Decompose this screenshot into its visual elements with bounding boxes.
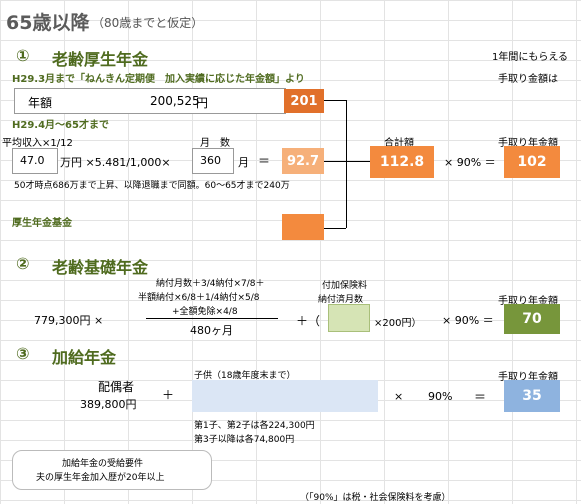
takehome-label-s3: 手取り年金額 xyxy=(498,372,558,383)
addl-input-box[interactable] xyxy=(328,304,370,332)
period2-label: H29.4月～65才まで xyxy=(12,120,109,131)
section1-right-header-1: 1年間にもらえる xyxy=(492,52,569,63)
requirement-line-2: 夫の厚生年金加入歴が20年以上 xyxy=(36,473,165,483)
months-label: 月 数 xyxy=(200,138,230,149)
section1-footnote: 50才時点686万まで上昇、以降退職まで同額。60～65才まで240万 xyxy=(14,181,290,191)
fund-label: 厚生年金基金 xyxy=(12,218,72,229)
bracket-line-top xyxy=(324,100,346,101)
months-unit: 月 xyxy=(238,156,249,169)
times-90-s1: × 90% ＝ xyxy=(444,156,496,169)
percent: 90% xyxy=(428,390,453,403)
section1-right-header-2: 手取り金額は xyxy=(498,74,558,85)
section1-number: ① xyxy=(16,46,30,65)
page-title-note: （80歳までと仮定） xyxy=(92,16,204,30)
section1-note: H29.3月まで「ねんきん定期便 加入実績に応じた年金額」より xyxy=(12,74,305,85)
fraction-bar xyxy=(146,318,278,319)
formula-text: 万円 ×5.481/1,000× xyxy=(60,156,171,169)
avg-income-label: 平均収入×1/12 xyxy=(2,138,73,149)
times-200: ×200円） xyxy=(374,318,422,329)
plus-paren: ＋（ xyxy=(296,314,321,328)
section2-number: ② xyxy=(16,254,30,273)
child-label: 子供（18歳年度末まで） xyxy=(194,371,296,381)
annual-label-text: 年額 xyxy=(28,96,53,110)
annual-row xyxy=(14,88,286,114)
equals-s3: ＝ xyxy=(474,390,487,404)
requirement-line-1: 加給年金の受給要件 xyxy=(62,459,144,469)
section3-number: ③ xyxy=(16,344,30,363)
requirement-box xyxy=(12,450,212,490)
spouse-label: 配偶者 xyxy=(98,380,135,394)
annual-box: 201 xyxy=(284,89,324,113)
bracket-line-vertical xyxy=(346,100,347,228)
income-value: 47.0 xyxy=(20,154,45,167)
months-value: 360 xyxy=(200,154,221,167)
times-90-s2: × 90% ＝ xyxy=(442,314,494,327)
annual-unit: 円 xyxy=(196,96,209,110)
times-sign: × xyxy=(394,390,404,403)
plus-sign: ＋ xyxy=(162,388,175,402)
formula-line-1: 納付月数＋3/4納付×7/8＋ xyxy=(156,279,265,289)
income-input-box[interactable] xyxy=(12,148,58,174)
months-input-box[interactable] xyxy=(192,148,234,174)
annual-value: 200,525 xyxy=(150,94,200,108)
formula-line-3: +全額免除×4/8 xyxy=(172,307,238,317)
addl-label-2: 納付済月数 xyxy=(318,295,364,305)
section1-title: 老齢厚生年金 xyxy=(52,50,149,69)
equals-sign: ＝ xyxy=(258,154,271,168)
section3-title: 加給年金 xyxy=(52,348,117,367)
bracket-line-mid xyxy=(324,161,370,162)
takehome-label-s2: 手取り年金額 xyxy=(498,296,558,307)
page-title: 65歳以降 xyxy=(6,12,90,34)
spouse-amount: 389,800円 xyxy=(80,398,137,411)
takehome-box-s1: 102 xyxy=(504,146,560,178)
takehome-label-s1: 手取り年金額 xyxy=(498,138,558,149)
result-box: 92.7 xyxy=(282,148,324,174)
bracket-line-bottom xyxy=(324,228,346,229)
total-label: 合計額 xyxy=(384,138,414,149)
addl-label-1: 付加保険料 xyxy=(322,281,368,291)
formula-line-2: 半額納付×6/8＋1/4納付×5/8 xyxy=(138,293,260,303)
child-note-1: 第1子、第2子は各224,300円 xyxy=(194,421,315,431)
footer-note: （「90%」は税・社会保険料を考慮） xyxy=(300,493,451,503)
takehome-box-s2: 70 xyxy=(504,304,560,334)
section2-title: 老齢基礎年金 xyxy=(52,258,149,277)
total-box: 112.8 xyxy=(370,146,434,178)
child-note-2: 第3子以降は各74,800円 xyxy=(194,435,295,445)
fund-box xyxy=(282,214,324,240)
takehome-box-s3: 35 xyxy=(504,380,560,412)
child-input-box[interactable] xyxy=(192,380,378,412)
base-amount: 779,300円 × xyxy=(34,314,104,327)
denominator: 480ヶ月 xyxy=(190,324,233,337)
